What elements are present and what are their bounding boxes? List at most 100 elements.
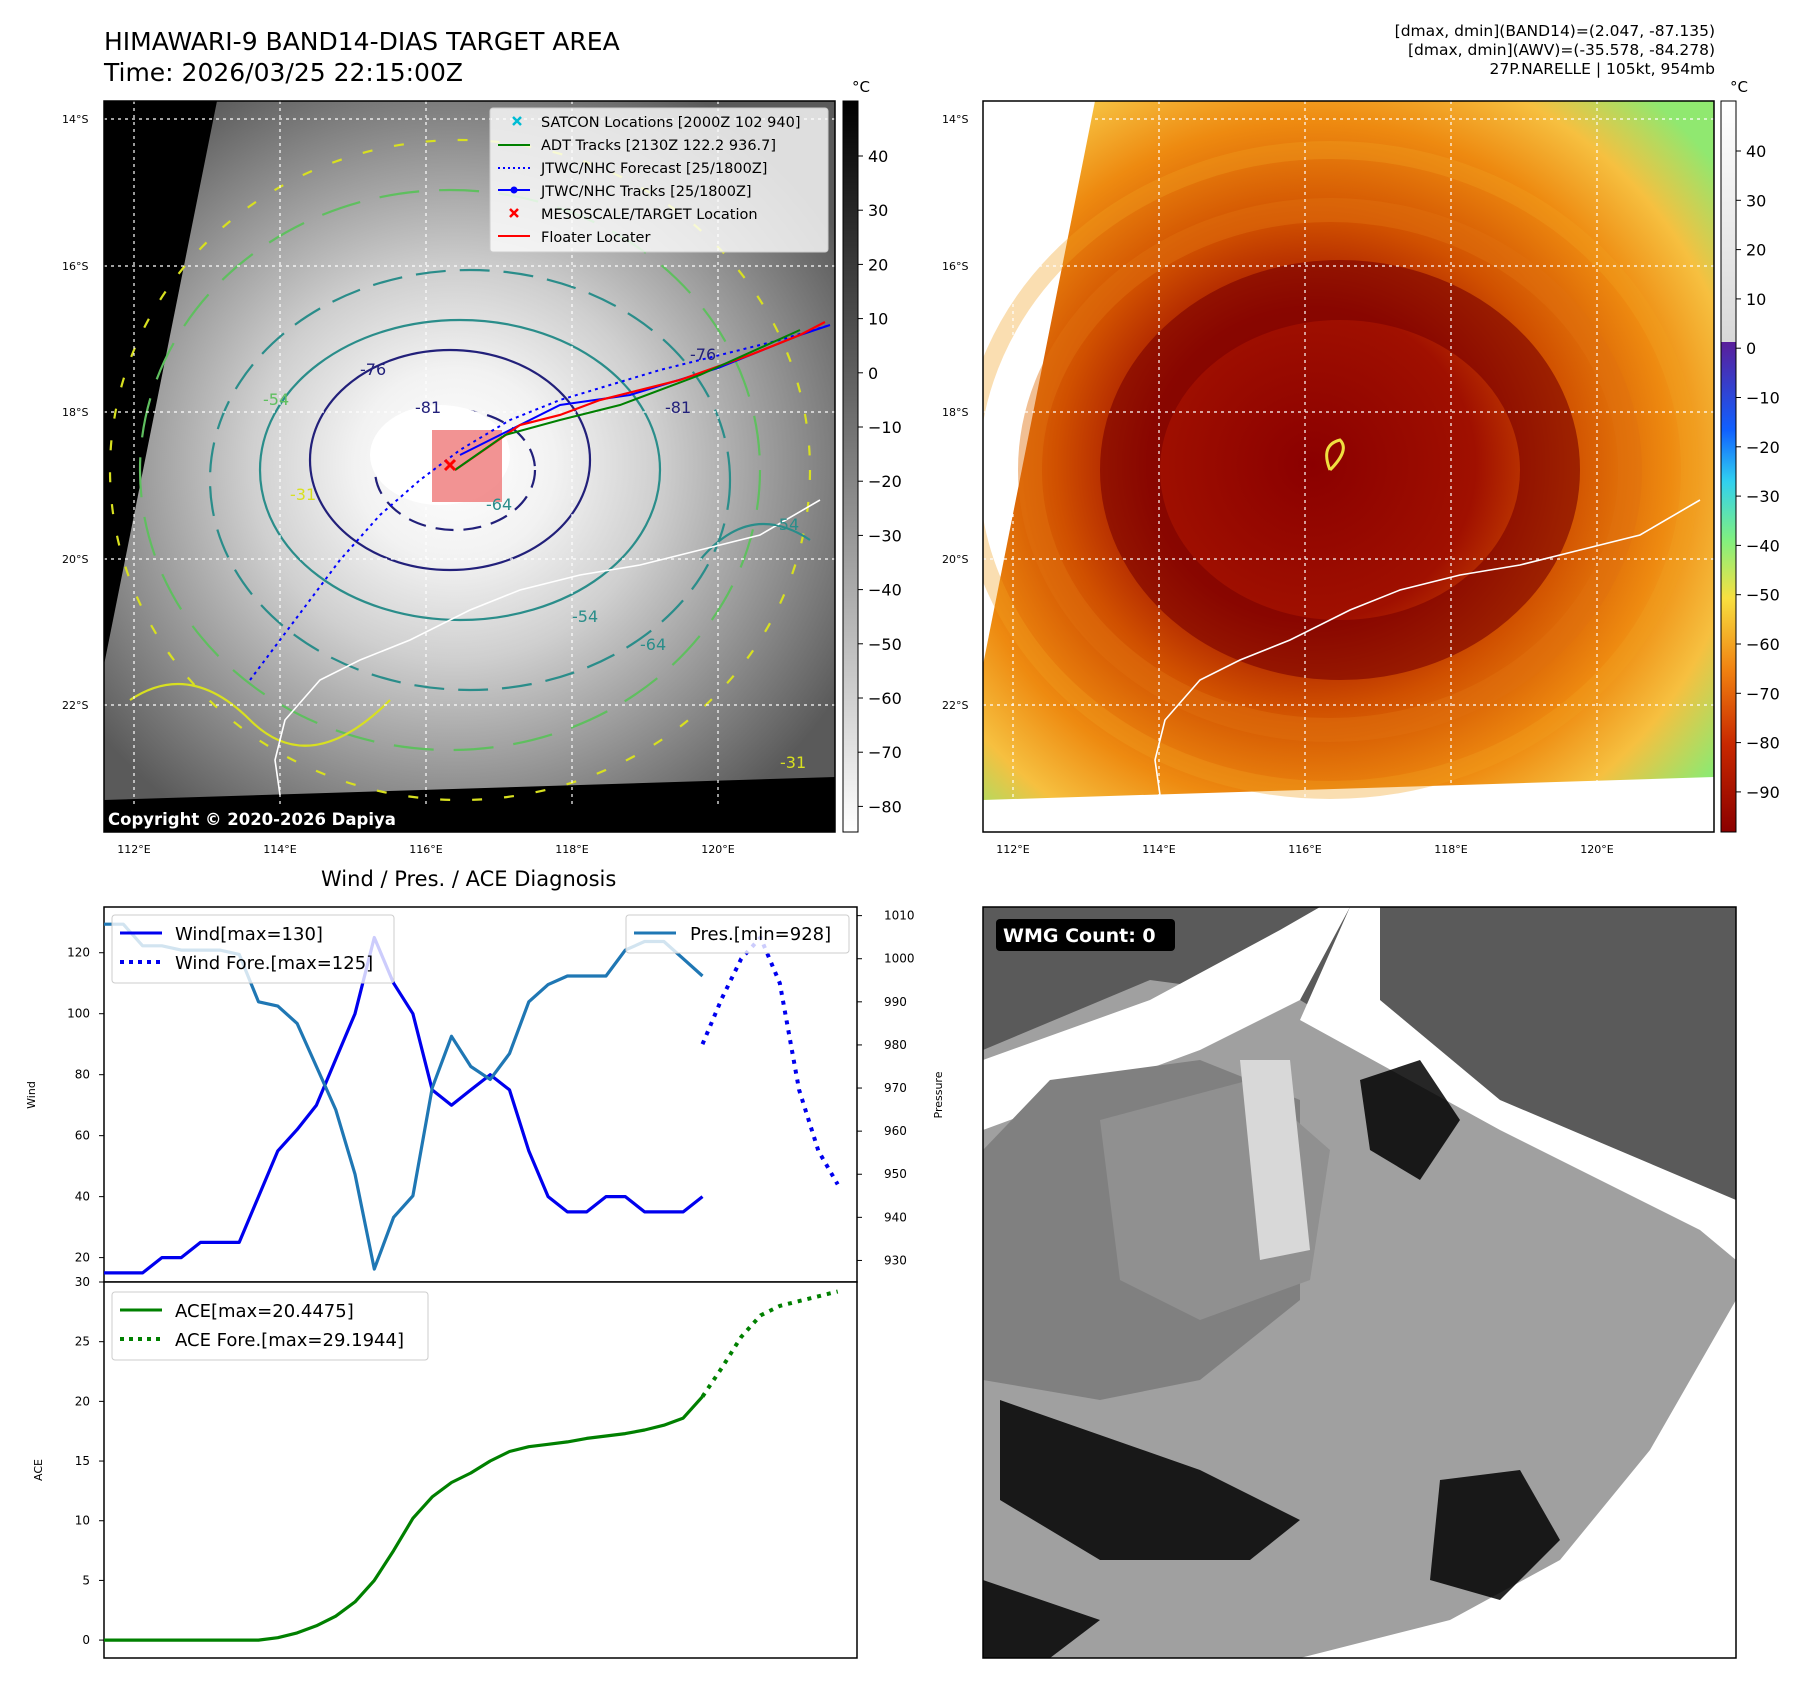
target-location-marker <box>443 458 457 472</box>
legend-wind-forecast: Wind Fore.[max=125] <box>175 953 373 974</box>
colorbar-tick-label: −50 <box>868 635 902 654</box>
lat-tick-label: 22°S <box>62 699 88 712</box>
contour-label: -76 <box>360 360 386 379</box>
ace-chart: 0 5 10 15 20 25 30 ACE ACE[max=20.4475] ACE Fo… <box>32 1275 858 1659</box>
lat-tick-label: 14°S <box>62 113 88 126</box>
contour-label: -76 <box>690 345 716 364</box>
pressure-legend: Pres.[min=928] <box>625 914 850 954</box>
series-line-0 <box>104 1395 704 1642</box>
lon-tick-label: 114°E <box>1142 843 1175 856</box>
y-tick-label: 100 <box>67 1007 90 1021</box>
storm-info: [dmax, dmin](BAND14)=(2.047, -87.135) [dm… <box>1395 22 1715 79</box>
lat-tick-label: 20°S <box>62 553 88 566</box>
colorbar-tick-label: −50 <box>1746 586 1780 605</box>
y-tick-right-label: 930 <box>884 1253 907 1267</box>
coastline <box>274 499 821 796</box>
y-tick-label: 5 <box>82 1573 90 1587</box>
colorbar-tick-label: 40 <box>868 147 888 166</box>
colorbar-tick-label: 10 <box>1746 290 1766 309</box>
diagnosis-chart-title: Wind / Pres. / ACE Diagnosis <box>321 867 616 891</box>
info-line-2: [dmax, dmin](AWV)=(-35.578, -84.278) <box>1408 41 1715 59</box>
copyright-label: Copyright © 2020-2026 Dapiya <box>108 810 396 829</box>
colorbar-tick-label: −80 <box>1746 734 1780 753</box>
colorbar-tick-label: 30 <box>1746 191 1766 210</box>
y-tick-right-label: 980 <box>884 1038 907 1052</box>
colorbar-tick-label: −10 <box>868 418 902 437</box>
colorbar-tick-label: 20 <box>1746 241 1766 260</box>
y-tick-label: 25 <box>75 1335 90 1349</box>
series-line-1 <box>700 935 840 1186</box>
y-tick-right-label: 950 <box>884 1167 907 1181</box>
contour-labels: -76 -81 -64 -54 -31 -54 -64 -54 -31 -76 … <box>263 345 806 772</box>
y-tick-label: 20 <box>75 1251 90 1265</box>
y-tick-right-label: 960 <box>884 1124 907 1138</box>
colorbar-tick-label: 20 <box>868 255 888 274</box>
y-tick-right-label: 970 <box>884 1081 907 1095</box>
awv-colorbar: °C 40 30 20 10 0 −10 −20 −30 −40 −50 −60 −70 −80 −90 <box>1720 78 1780 833</box>
wmg-count-label: WMG Count: 0 <box>1003 925 1156 947</box>
y-tick-right-label: 940 <box>884 1210 907 1224</box>
y-tick-label: 60 <box>75 1129 90 1143</box>
lon-tick-label: 118°E <box>555 843 588 856</box>
colorbar-tick-label: −40 <box>1746 536 1780 555</box>
colorbar-tick-label: −60 <box>868 689 902 708</box>
contour-label: -64 <box>486 495 512 514</box>
colorbar-tick-label: −30 <box>1746 487 1780 506</box>
colorbar-tick-label: −70 <box>868 743 902 762</box>
ir-colorbar: °C 40 30 20 10 0 −10 −20 −30 −40 −50 −60 −70 −80 <box>842 78 902 833</box>
colorbar-unit: °C <box>1730 78 1748 96</box>
colorbar-tick-label: −70 <box>1746 684 1780 703</box>
pressure-axis-label: Pressure <box>932 1071 945 1118</box>
colorbar-tick-label: −20 <box>1746 438 1780 457</box>
colorbar-tick-label: 30 <box>868 201 888 220</box>
legend-mesoscale: MESOSCALE/TARGET Location <box>509 207 758 223</box>
ace-legend: ACE[max=20.4475] ACE Fore.[max=29.1944] <box>111 1291 429 1361</box>
legend-label: JTWC/NHC Forecast [25/1800Z] <box>540 161 767 177</box>
legend-jtwc-forecast: JTWC/NHC Forecast [25/1800Z] <box>498 161 767 177</box>
lat-tick-label: 22°S <box>942 699 968 712</box>
lat-tick-label: 16°S <box>62 260 88 273</box>
y-tick-label: 40 <box>75 1190 90 1204</box>
colorbar-tick-label: −40 <box>868 581 902 600</box>
legend-label: MESOSCALE/TARGET Location <box>541 207 758 223</box>
colorbar-tick-label: −90 <box>1746 783 1780 802</box>
legend-ace: ACE[max=20.4475] <box>175 1301 354 1322</box>
colorbar-tick-label: −60 <box>1746 635 1780 654</box>
title-line-2: Time: 2026/03/25 22:15:00Z <box>104 58 463 87</box>
series-line-1 <box>700 1289 839 1398</box>
legend-label: ADT Tracks [2130Z 122.2 936.7] <box>541 138 776 154</box>
legend-label: JTWC/NHC Tracks [25/1800Z] <box>540 184 752 200</box>
awv-panel <box>982 100 1715 833</box>
lat-tick-label: 14°S <box>942 113 968 126</box>
legend-pressure: Pres.[min=928] <box>690 924 831 945</box>
floater-locater-track <box>454 321 826 471</box>
legend-satcon: SATCON Locations [2000Z 102 940] <box>512 115 800 131</box>
contour-label: -64 <box>640 635 666 654</box>
contour-label: -81 <box>415 398 441 417</box>
lat-tick-label: 18°S <box>942 406 968 419</box>
lat-tick-label: 18°S <box>62 406 88 419</box>
colorbar-unit: °C <box>852 78 870 96</box>
legend-floater: Floater Locater <box>498 230 650 246</box>
colorbar-tick-label: 0 <box>1746 339 1756 358</box>
colorbar-tick-label: 10 <box>868 310 888 329</box>
contour-label: -54 <box>773 515 799 534</box>
series-line-0 <box>104 935 704 1275</box>
colorbar-tick-label: −20 <box>868 472 902 491</box>
forecast-track <box>249 324 831 681</box>
y-tick-label: 20 <box>75 1394 90 1408</box>
info-line-1: [dmax, dmin](BAND14)=(2.047, -87.135) <box>1394 22 1715 40</box>
y-tick-label: 80 <box>75 1068 90 1082</box>
y-tick-right-label: 1000 <box>884 952 915 966</box>
y-tick-label: 10 <box>75 1514 90 1528</box>
y-tick-right-label: 1010 <box>884 909 915 923</box>
title-line-1: HIMAWARI-9 BAND14-DIAS TARGET AREA <box>104 27 620 56</box>
lon-tick-label: 118°E <box>1434 843 1467 856</box>
colorbar-tick-label: −30 <box>868 526 902 545</box>
info-line-3: 27P.NARELLE | 105kt, 954mb <box>1489 60 1716 78</box>
legend-jtwc-tracks: JTWC/NHC Tracks [25/1800Z] <box>498 184 752 200</box>
ir-satellite-panel: -76 -81 -64 -54 -31 -54 -64 -54 -31 -76 … <box>103 100 836 833</box>
adt-track <box>454 329 801 471</box>
legend-label: Floater Locater <box>541 230 650 246</box>
